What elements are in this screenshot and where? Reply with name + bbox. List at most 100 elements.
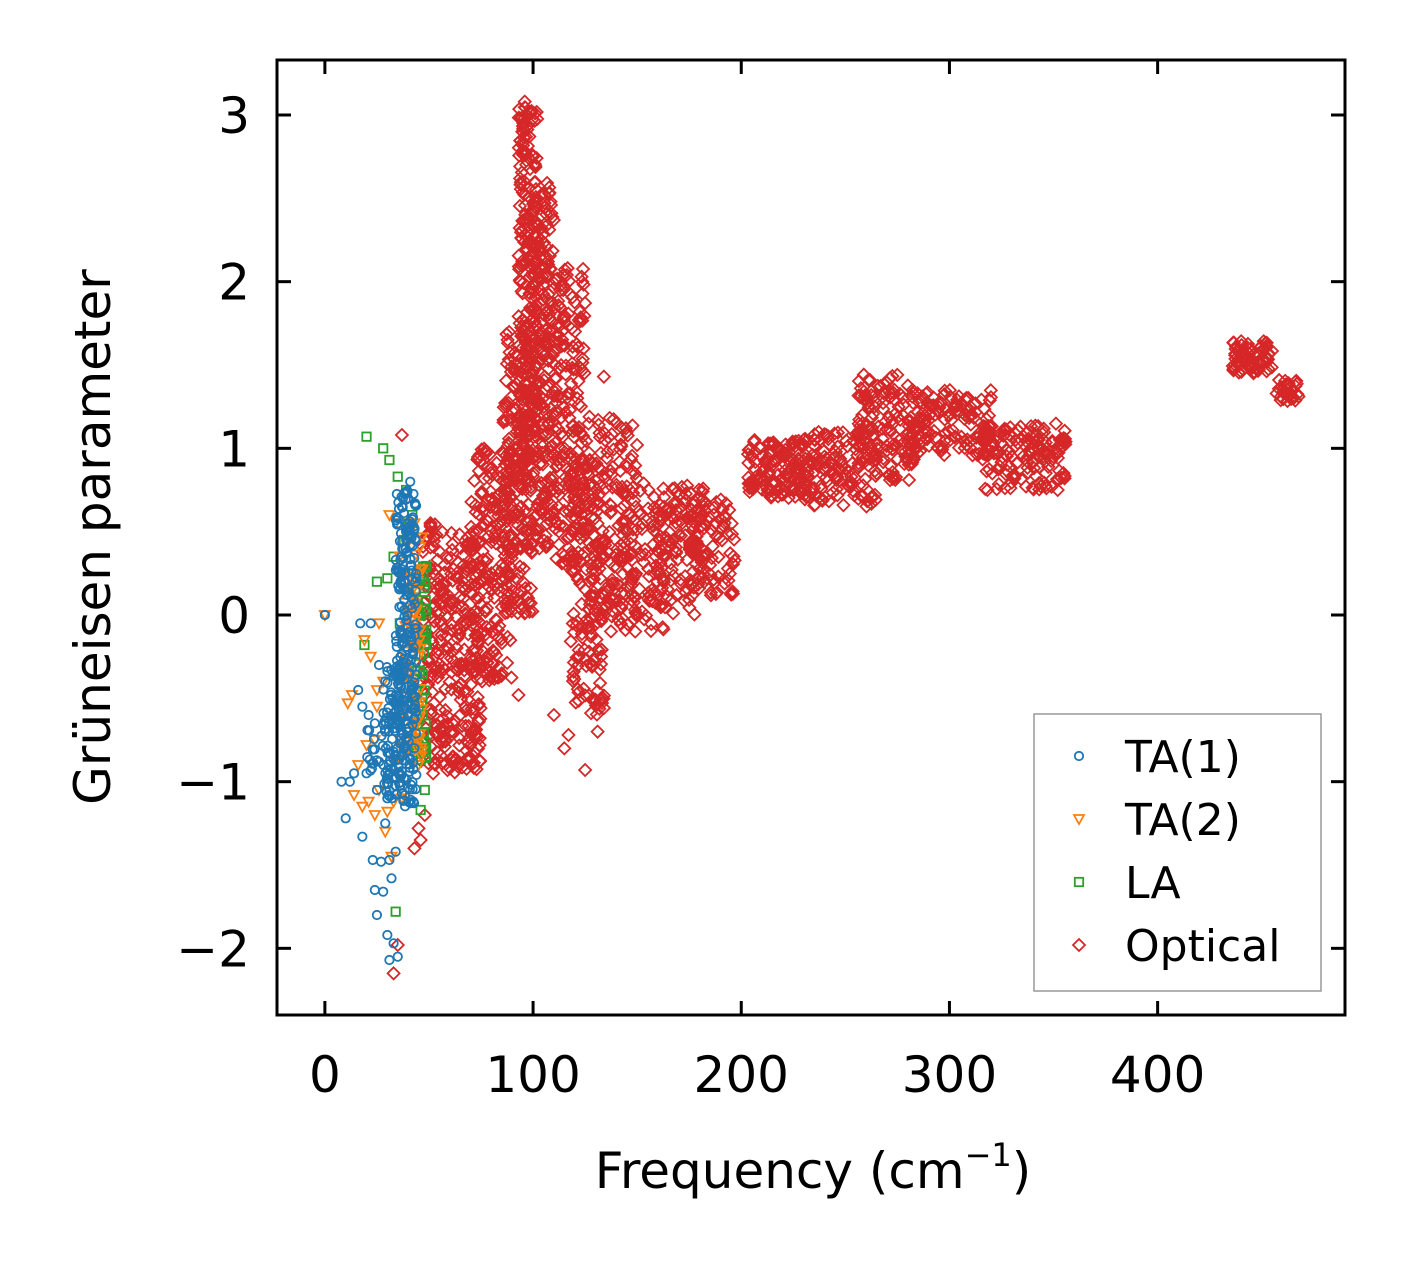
data-point bbox=[1273, 392, 1288, 408]
data-point bbox=[514, 223, 530, 238]
data-point bbox=[801, 458, 817, 473]
data-point bbox=[708, 494, 724, 510]
data-point bbox=[379, 716, 390, 727]
data-point bbox=[474, 484, 490, 499]
data-point bbox=[515, 529, 531, 544]
data-point bbox=[403, 493, 414, 504]
data-point bbox=[722, 546, 738, 561]
data-point bbox=[465, 542, 481, 558]
data-point bbox=[1046, 449, 1061, 465]
data-point bbox=[396, 766, 407, 777]
data-point bbox=[906, 386, 921, 401]
data-point bbox=[557, 338, 572, 353]
data-point bbox=[511, 148, 527, 163]
data-point bbox=[1261, 346, 1276, 362]
y-tick-label: 3 bbox=[218, 87, 250, 145]
data-point bbox=[852, 423, 867, 438]
data-point bbox=[515, 412, 531, 428]
data-point bbox=[765, 435, 781, 450]
data-point bbox=[689, 502, 705, 518]
data-point bbox=[605, 480, 620, 495]
data-point bbox=[414, 751, 428, 764]
data-point bbox=[371, 784, 383, 796]
data-point bbox=[555, 518, 571, 534]
data-point bbox=[433, 721, 448, 737]
data-point bbox=[423, 702, 439, 718]
legend-label: TA(2) bbox=[1124, 795, 1241, 846]
data-point bbox=[652, 508, 667, 524]
x-tick-label: 400 bbox=[1110, 1046, 1205, 1104]
data-point bbox=[851, 455, 866, 471]
data-point bbox=[888, 472, 903, 488]
data-point bbox=[562, 410, 577, 426]
data-point bbox=[359, 639, 370, 651]
data-point bbox=[545, 243, 560, 259]
data-point bbox=[505, 590, 521, 606]
data-point bbox=[415, 804, 426, 816]
data-point bbox=[319, 609, 330, 621]
data-point bbox=[549, 515, 565, 530]
data-point bbox=[380, 818, 391, 829]
data-point bbox=[856, 367, 872, 382]
data-point bbox=[566, 482, 581, 498]
data-point bbox=[667, 531, 682, 546]
data-point bbox=[1273, 389, 1289, 404]
data-point bbox=[371, 909, 383, 921]
data-point bbox=[478, 517, 493, 533]
data-point bbox=[693, 540, 708, 555]
data-point bbox=[609, 480, 624, 496]
data-point bbox=[390, 937, 406, 953]
scatter-points bbox=[318, 94, 1306, 981]
data-point bbox=[795, 476, 811, 491]
data-point bbox=[901, 472, 917, 488]
data-point bbox=[423, 517, 438, 533]
data-point bbox=[998, 462, 1014, 478]
data-point bbox=[706, 500, 722, 515]
data-point bbox=[473, 711, 488, 726]
data-point bbox=[427, 614, 442, 629]
data-point bbox=[962, 440, 978, 456]
data-point bbox=[571, 312, 587, 328]
data-point bbox=[390, 846, 401, 857]
data-point bbox=[378, 826, 392, 839]
data-point bbox=[438, 702, 453, 718]
data-point bbox=[569, 569, 585, 585]
data-point bbox=[557, 441, 572, 456]
data-point bbox=[409, 743, 420, 754]
data-point bbox=[394, 659, 405, 671]
data-point bbox=[1240, 336, 1256, 352]
data-point bbox=[498, 520, 513, 535]
data-point bbox=[648, 506, 664, 521]
data-point bbox=[634, 547, 649, 563]
data-point bbox=[697, 494, 713, 509]
data-point bbox=[745, 482, 760, 497]
data-point bbox=[663, 555, 678, 571]
data-point bbox=[679, 552, 695, 568]
legend-marker bbox=[1073, 876, 1085, 888]
data-point bbox=[614, 479, 630, 495]
data-point bbox=[499, 655, 515, 671]
data-point bbox=[415, 564, 429, 577]
data-point bbox=[499, 356, 515, 371]
data-point bbox=[565, 356, 580, 371]
data-point bbox=[634, 516, 650, 532]
data-point bbox=[830, 487, 845, 503]
x-axis-label: Frequency (cm−1) bbox=[595, 1136, 1032, 1200]
data-point bbox=[557, 314, 572, 330]
x-tick-label: 200 bbox=[694, 1046, 789, 1104]
data-point bbox=[629, 437, 645, 453]
data-point bbox=[525, 149, 541, 164]
data-point bbox=[581, 416, 596, 431]
data-point bbox=[561, 503, 577, 519]
data-point bbox=[479, 444, 495, 459]
data-point bbox=[522, 286, 537, 301]
data-point bbox=[498, 474, 514, 490]
data-point bbox=[890, 410, 905, 425]
data-point bbox=[388, 938, 399, 949]
data-point bbox=[391, 636, 402, 647]
data-point bbox=[705, 538, 720, 554]
data-point bbox=[864, 496, 879, 512]
data-point bbox=[458, 614, 474, 630]
data-point bbox=[382, 793, 393, 804]
